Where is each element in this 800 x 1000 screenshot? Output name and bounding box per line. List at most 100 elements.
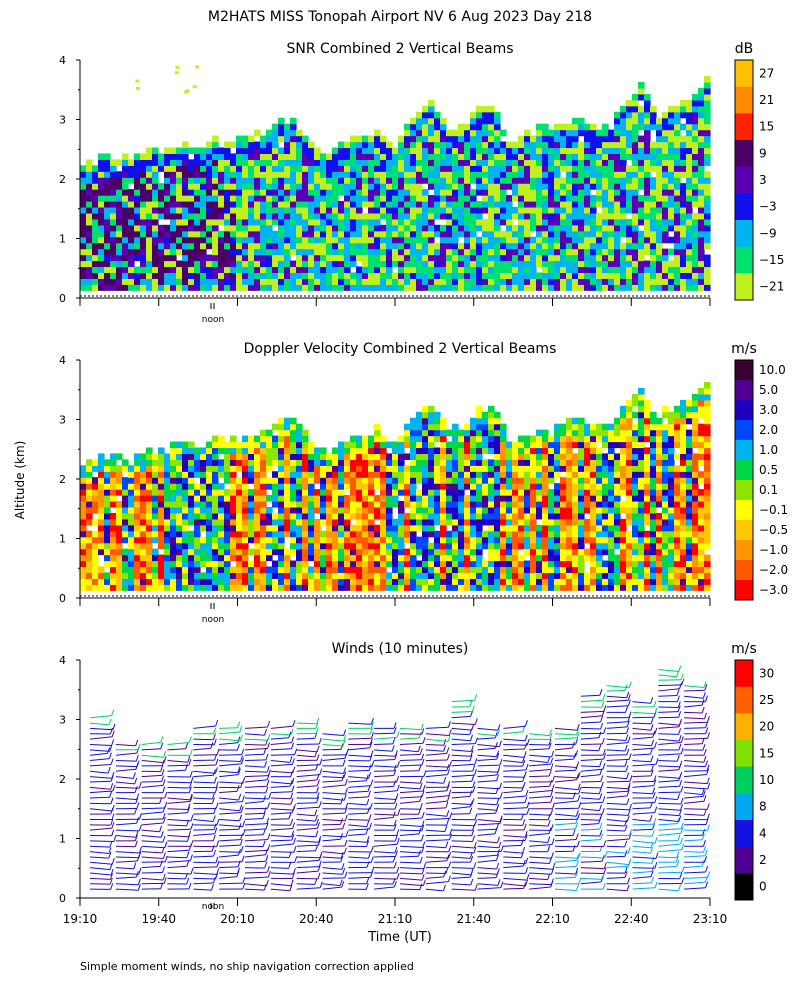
snr-cell bbox=[572, 129, 579, 137]
velocity-cell bbox=[182, 530, 189, 538]
snr-cell bbox=[296, 183, 303, 190]
velocity-cell bbox=[446, 471, 453, 478]
velocity-cell bbox=[350, 512, 357, 520]
snr-cell bbox=[116, 278, 123, 285]
snr-cell bbox=[422, 236, 429, 244]
velocity-cell bbox=[146, 453, 153, 460]
snr-cell bbox=[680, 278, 687, 285]
snr-cell bbox=[686, 183, 693, 190]
snr-cell bbox=[248, 254, 255, 262]
snr-cell bbox=[662, 183, 669, 190]
velocity-cell bbox=[398, 453, 405, 460]
snr-cell bbox=[548, 135, 555, 143]
snr-cell bbox=[278, 230, 285, 238]
snr-cell bbox=[200, 153, 207, 160]
velocity-cell bbox=[128, 566, 135, 574]
snr-cell bbox=[650, 141, 657, 149]
snr-cell bbox=[614, 111, 621, 119]
velocity-cell bbox=[530, 501, 537, 508]
velocity-cell bbox=[212, 465, 219, 472]
velocity-cell bbox=[170, 584, 177, 591]
snr-cell bbox=[272, 272, 279, 279]
snr-cell bbox=[332, 260, 339, 268]
velocity-cell bbox=[350, 441, 357, 449]
snr-cell bbox=[218, 284, 225, 291]
snr-cell bbox=[428, 117, 435, 125]
velocity-cell bbox=[332, 548, 339, 556]
snr-cell bbox=[512, 284, 519, 291]
snr-cell bbox=[698, 195, 705, 202]
snr-cell bbox=[200, 278, 207, 285]
snr-cell bbox=[698, 272, 705, 279]
snr-cell bbox=[692, 195, 699, 202]
snr-cell bbox=[536, 195, 543, 202]
velocity-cell bbox=[548, 548, 555, 556]
velocity-cell bbox=[500, 423, 507, 431]
snr-cell bbox=[590, 230, 597, 238]
snr-cell bbox=[398, 278, 405, 285]
velocity-cell bbox=[386, 441, 393, 449]
velocity-cell bbox=[536, 542, 543, 550]
velocity-cell bbox=[530, 578, 537, 585]
snr-cell bbox=[470, 165, 477, 172]
snr-cell bbox=[578, 165, 585, 172]
snr-cell bbox=[428, 147, 435, 155]
velocity-cell bbox=[518, 554, 525, 562]
snr-cell bbox=[626, 206, 633, 214]
snr-cell bbox=[152, 195, 159, 202]
velocity-cell bbox=[134, 453, 141, 460]
snr-cell bbox=[590, 123, 597, 131]
snr-cell bbox=[206, 260, 213, 268]
snr-cell bbox=[632, 260, 639, 268]
velocity-cell bbox=[164, 584, 171, 591]
velocity-cell bbox=[230, 530, 237, 538]
velocity-cell bbox=[86, 501, 93, 508]
snr-cell bbox=[680, 183, 687, 190]
velocity-cell bbox=[344, 453, 351, 460]
snr-cell bbox=[224, 189, 231, 196]
velocity-cell bbox=[146, 560, 153, 568]
velocity-cell bbox=[572, 471, 579, 478]
velocity-cell bbox=[290, 518, 297, 526]
velocity-cell bbox=[572, 423, 579, 431]
snr-cell bbox=[602, 212, 609, 220]
snr-cell bbox=[176, 206, 183, 214]
snr-cell bbox=[440, 159, 447, 166]
snr-cell bbox=[362, 248, 369, 256]
snr-cell bbox=[182, 260, 189, 268]
snr-cell bbox=[512, 272, 519, 279]
snr-cell bbox=[398, 284, 405, 291]
velocity-cell bbox=[320, 495, 327, 502]
snr-cell bbox=[548, 147, 555, 155]
velocity-cell bbox=[542, 572, 549, 579]
snr-cell bbox=[116, 201, 123, 208]
velocity-cell bbox=[500, 471, 507, 478]
snr-cell bbox=[518, 206, 525, 214]
snr-cell bbox=[488, 159, 495, 166]
snr-cell bbox=[320, 224, 327, 232]
velocity-cell bbox=[374, 447, 381, 455]
velocity-cell bbox=[224, 441, 231, 449]
velocity-cell bbox=[476, 524, 483, 532]
snr-cell bbox=[272, 242, 279, 250]
velocity-cell bbox=[122, 536, 129, 544]
snr-cell bbox=[464, 195, 471, 202]
snr-cell bbox=[98, 183, 105, 190]
velocity-cell bbox=[476, 566, 483, 574]
velocity-cell bbox=[404, 453, 411, 460]
velocity-cell bbox=[104, 524, 111, 532]
snr-cell bbox=[524, 260, 531, 268]
snr-cell bbox=[350, 177, 357, 184]
velocity-cell bbox=[104, 501, 111, 508]
snr-cell bbox=[134, 254, 141, 262]
velocity-cell bbox=[308, 465, 315, 472]
velocity-cell bbox=[98, 512, 105, 520]
snr-cell bbox=[434, 129, 441, 137]
snr-cell bbox=[170, 206, 177, 214]
velocity-cell bbox=[470, 554, 477, 562]
snr-cell bbox=[110, 266, 117, 274]
snr-cell bbox=[152, 147, 159, 155]
snr-cell bbox=[278, 129, 285, 137]
snr-cell bbox=[128, 177, 135, 184]
velocity-cell bbox=[500, 572, 507, 579]
